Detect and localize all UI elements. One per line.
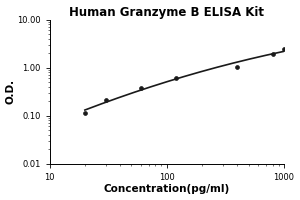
X-axis label: Concentration(pg/ml): Concentration(pg/ml) <box>103 184 230 194</box>
Title: Human Granzyme B ELISA Kit: Human Granzyme B ELISA Kit <box>69 6 264 19</box>
Y-axis label: O.D.: O.D. <box>6 79 16 104</box>
